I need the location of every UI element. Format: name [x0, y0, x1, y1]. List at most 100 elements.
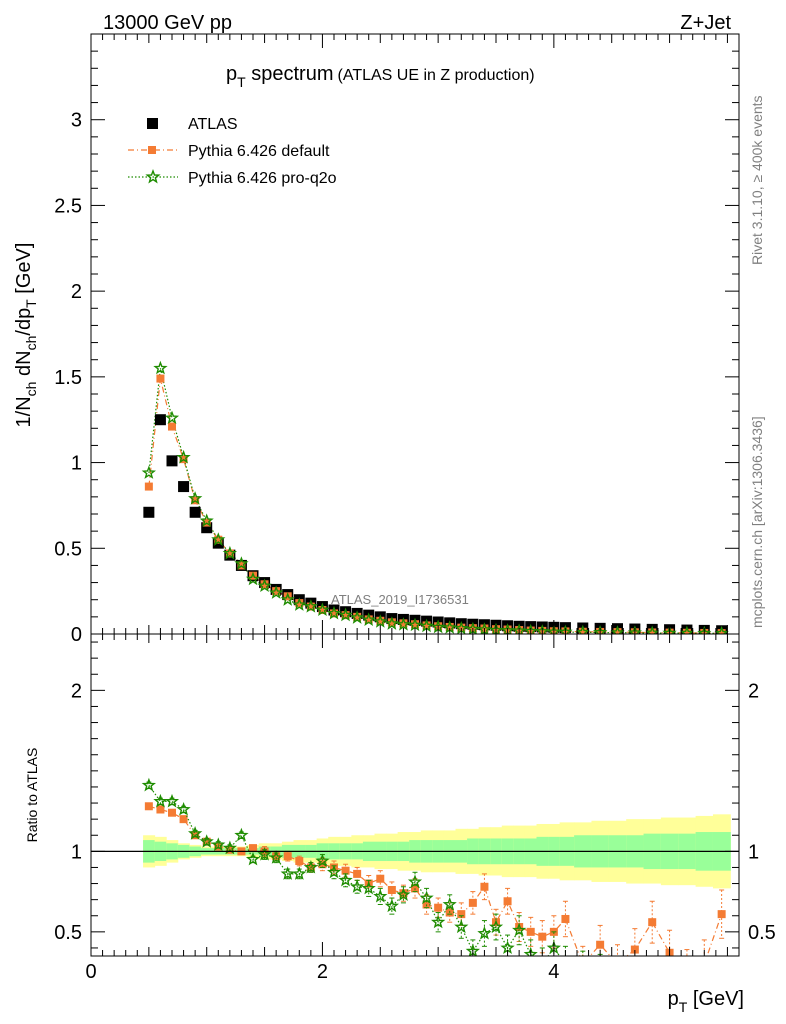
default-mc-point: [613, 628, 622, 634]
proq2o-ratio-point: [442, 897, 457, 911]
default-mc-point: [144, 482, 153, 491]
proq2o-mc-point: [679, 625, 695, 634]
default-mc-point: [717, 629, 726, 634]
default-mc-point: [330, 609, 338, 618]
default-ratio-point: [376, 874, 385, 883]
default-ratio-point: [717, 910, 726, 919]
axis-ticks: [90, 33, 740, 956]
proq2o-ratio-point: [431, 914, 446, 929]
proq2o-ratio-point: [211, 837, 226, 852]
proq2o-mc-point: [315, 602, 330, 616]
default-mc-point: [648, 628, 657, 634]
proq2o-mc-point: [222, 545, 238, 560]
main-y-tick-label: 0.5: [54, 538, 82, 560]
default-ratio-point: [614, 960, 622, 968]
default-mc-point: [260, 580, 269, 589]
ratio-y-tick-label-right: 0.5: [748, 922, 776, 944]
default-mc-point: [364, 615, 373, 624]
ratio-y-tick-label-right: 1: [748, 841, 759, 863]
proq2o-ratio-point: [612, 971, 622, 981]
default-ratio-point: [272, 852, 281, 861]
main-y-tick-label: 1.5: [54, 367, 82, 389]
proq2o-ratio-point: [647, 978, 657, 988]
default-mc-point: [225, 549, 234, 558]
proq2o-mc-point: [546, 624, 561, 634]
default-mc-point: [168, 422, 176, 431]
axis-tick-labels: 0 2 400.511.522.530.5 0.51 12 2: [54, 110, 776, 983]
default-ratio-point: [561, 914, 570, 923]
default-ratio-point: [434, 903, 443, 912]
main-y-tick-label: 2: [71, 281, 82, 303]
proq2o-mc-point: [350, 610, 365, 624]
ratio-line-default: [148, 805, 723, 956]
x-tick-label: 4: [548, 961, 559, 983]
default-ratio-point: [399, 889, 408, 898]
proq2o-ratio-point: [164, 793, 180, 808]
main-y-tick-label: 1: [71, 453, 82, 475]
legend: ATLAS Pythia 6.426 default Pythia 6.426 …: [128, 116, 337, 187]
default-ratio-point: [295, 857, 304, 866]
proq2o-ratio-point: [477, 926, 492, 940]
default-ratio-point: [515, 923, 524, 932]
default-ratio-point: [156, 805, 165, 814]
proq2o-ratio-point: [176, 802, 191, 816]
default-mc-point: [306, 602, 315, 611]
proq2o-ratio-point: [560, 959, 571, 969]
proq2o-ratio-point: [407, 874, 423, 889]
proq2o-mc-point: [188, 491, 203, 505]
default-ratio-point: [168, 808, 176, 817]
default-ratio-point: [179, 815, 188, 824]
rivet-version-label: Rivet 3.1.10, ≥ 400k events: [749, 95, 765, 265]
proq2o-ratio-point: [338, 872, 353, 887]
default-mc-point: [387, 618, 396, 627]
main-y-tick-label: 2.5: [54, 195, 82, 217]
x-axis-label: pT [GeV]: [668, 988, 744, 1015]
proq2o-mc-point: [199, 513, 214, 527]
proq2o-ratio-point: [222, 840, 238, 855]
proq2o-mc-point: [211, 532, 226, 546]
proq2o-ratio-point: [595, 968, 606, 978]
legend-default-label: Pythia 6.426 default: [188, 143, 330, 160]
default-ratio-point: [579, 960, 587, 968]
atlas-data-point: [154, 414, 166, 426]
proq2o-mc-point: [697, 625, 712, 634]
default-mc-point: [445, 622, 454, 631]
process-label: Z+Jet: [680, 12, 731, 34]
proq2o-mc-point: [280, 592, 295, 606]
ratio-line-proq2o: [148, 784, 561, 956]
proq2o-ratio-point: [523, 946, 538, 956]
default-ratio-point: [480, 882, 489, 891]
default-mc-point: [457, 623, 466, 632]
atlas-data-point: [143, 506, 155, 518]
ratio-y-tick-label-left: 0.5: [54, 922, 82, 944]
default-mc-point: [578, 627, 587, 634]
default-mc-point: [156, 374, 165, 383]
atlas-data-point: [201, 522, 213, 534]
proq2o-mc-point: [373, 614, 388, 628]
proq2o-ratio-point: [454, 919, 469, 934]
ratio-y-tick-label-left: 1: [71, 841, 82, 863]
atlas-data-point: [178, 481, 190, 493]
default-mc-point: [376, 616, 385, 625]
default-ratio-point: [144, 802, 153, 811]
default-ratio-point: [341, 866, 350, 875]
analysis-watermark: ATLAS_2019_I1736531: [331, 592, 469, 607]
default-mc-point: [214, 535, 223, 544]
proq2o-ratio-point: [188, 826, 203, 840]
proq2o-ratio-point: [280, 866, 295, 880]
proq2o-mc-point: [384, 616, 399, 630]
proq2o-mc-point: [269, 585, 284, 599]
default-mc-point: [422, 621, 431, 630]
atlas-data-point: [189, 506, 201, 518]
proq2o-ratio-point: [245, 851, 261, 866]
ratio-y-axis-label: Ratio to ATLAS: [24, 748, 40, 843]
energy-label: 13000 GeV pp: [103, 12, 232, 34]
proq2o-mc-point: [407, 617, 423, 632]
main-y-axis-label: 1/Nch dNch/dpT [GeV]: [13, 243, 39, 428]
proq2o-mc-point: [257, 578, 272, 592]
proq2o-ratio-point: [315, 853, 330, 868]
default-mc-point: [411, 620, 419, 629]
proq2o-ratio-point: [326, 864, 342, 879]
proq2o-mc-point: [176, 449, 191, 464]
